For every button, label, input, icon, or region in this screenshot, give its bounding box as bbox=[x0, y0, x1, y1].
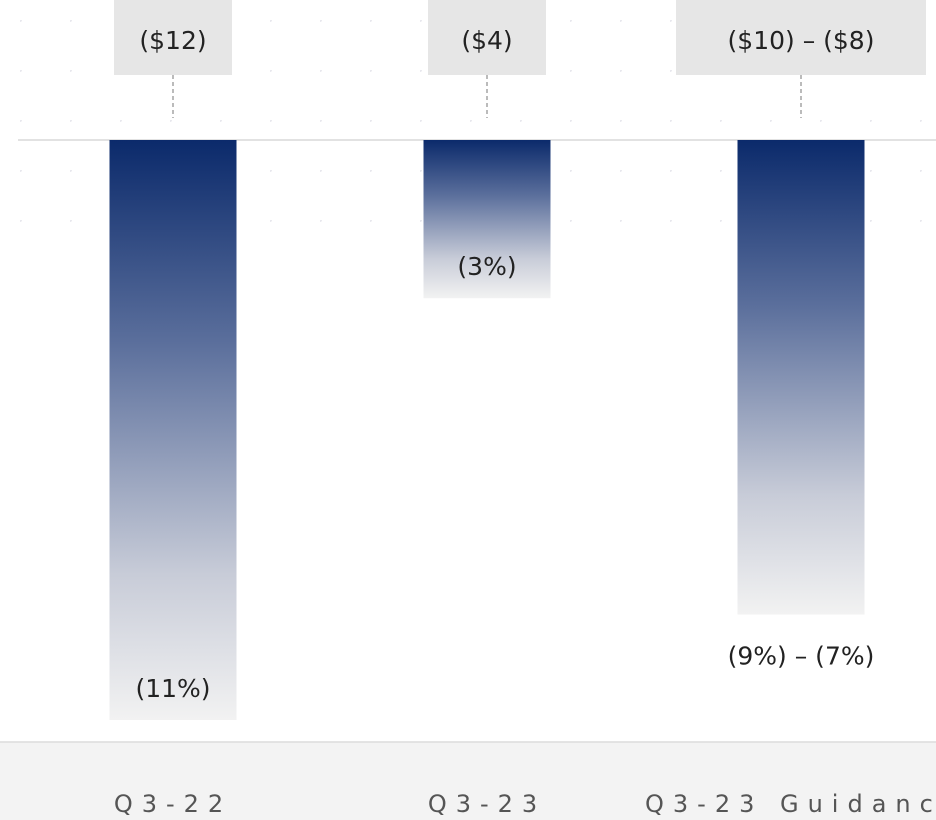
bar bbox=[423, 140, 551, 299]
x-tick-label: Q3-23 bbox=[428, 790, 546, 818]
annotation: ($4) bbox=[461, 26, 512, 55]
annotation: ($12) bbox=[139, 26, 206, 55]
bar bbox=[737, 140, 865, 615]
x-tick-label: Q3-23 Guidance bbox=[645, 790, 936, 818]
bar bbox=[109, 140, 237, 720]
annotation-box bbox=[428, 0, 546, 75]
value-label: (3%) bbox=[457, 252, 516, 281]
value-label: (11%) bbox=[135, 674, 210, 703]
axis-band bbox=[0, 742, 936, 820]
annotation: ($10) – ($8) bbox=[728, 26, 875, 55]
value-label: (9%) – (7%) bbox=[728, 642, 875, 671]
annotation-box bbox=[676, 0, 926, 75]
annotation-box bbox=[114, 0, 232, 75]
x-tick-label: Q3-22 bbox=[114, 790, 232, 818]
